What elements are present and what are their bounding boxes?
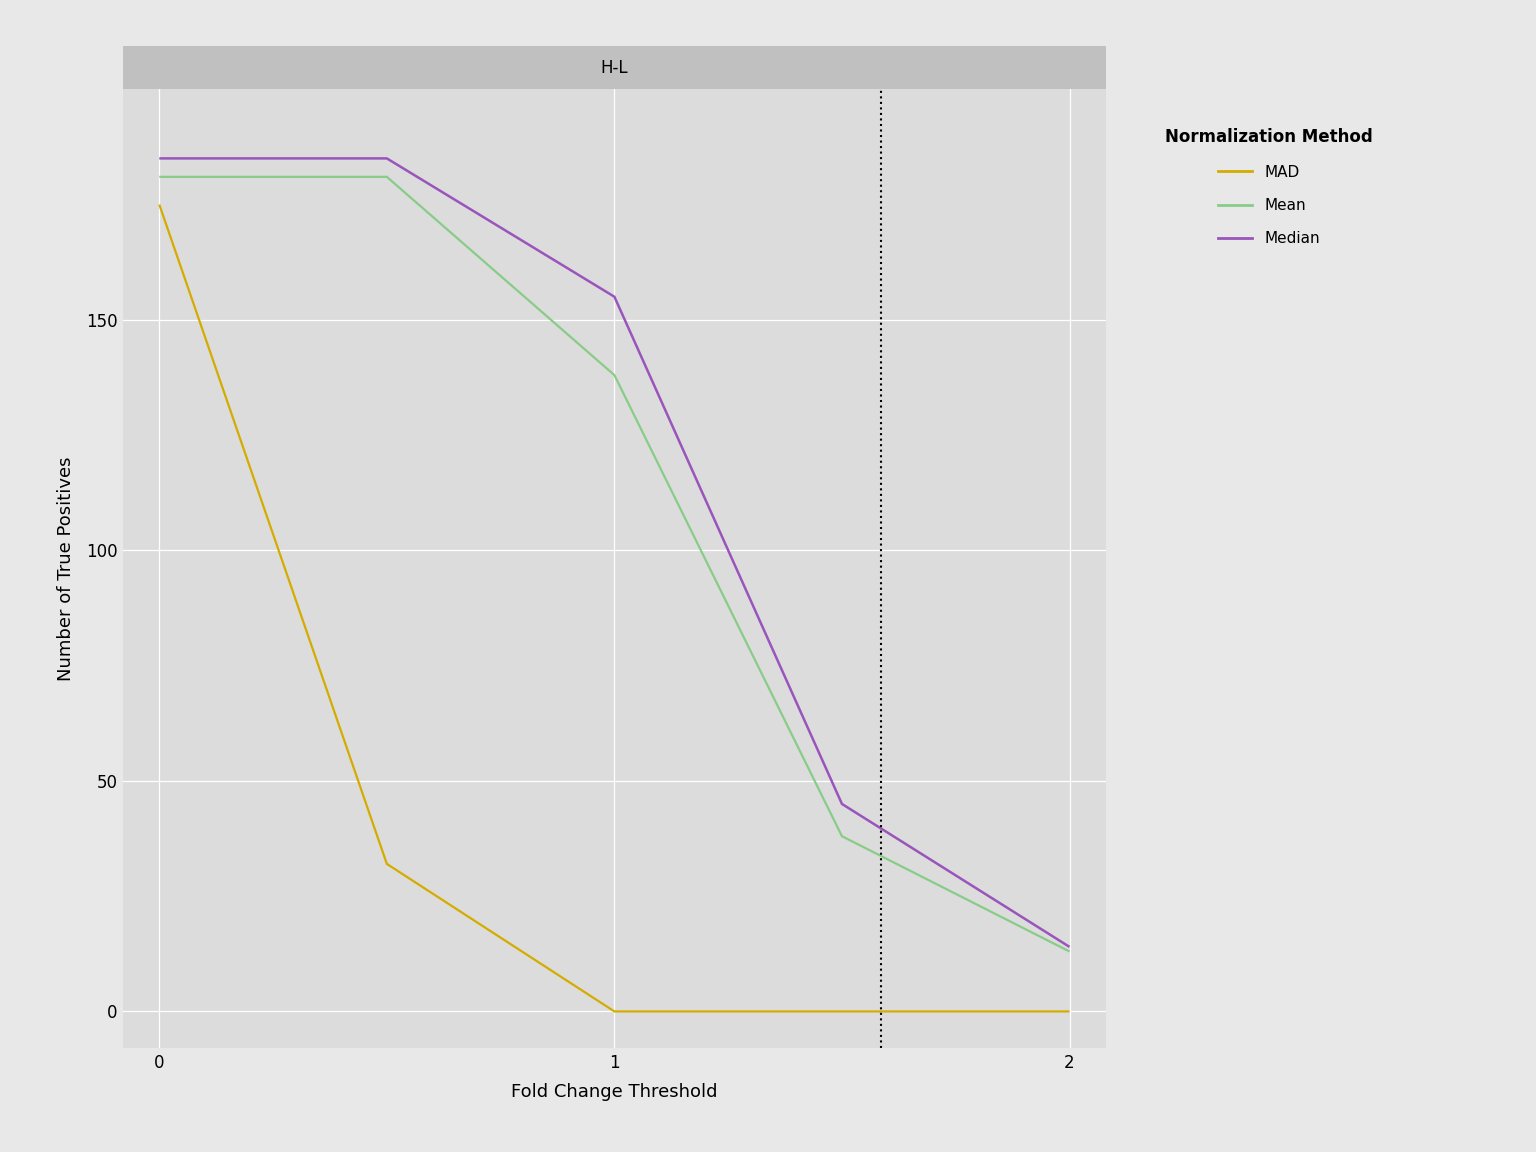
Y-axis label: Number of True Positives: Number of True Positives bbox=[57, 456, 75, 681]
X-axis label: Fold Change Threshold: Fold Change Threshold bbox=[511, 1083, 717, 1101]
Text: H-L: H-L bbox=[601, 59, 628, 77]
Legend: MAD, Mean, Median: MAD, Mean, Median bbox=[1154, 116, 1385, 258]
